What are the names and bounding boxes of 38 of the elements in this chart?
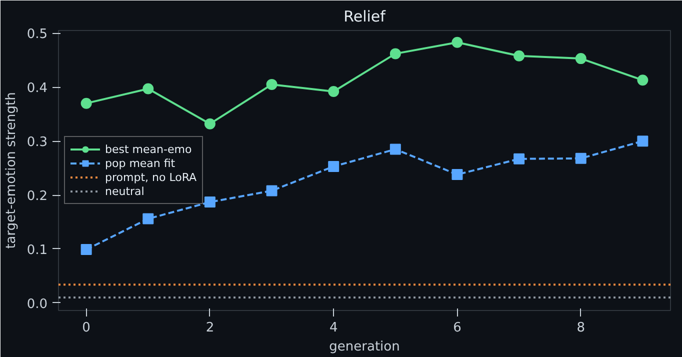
point (452, 36, 463, 48)
point (575, 53, 586, 64)
point (204, 196, 216, 208)
chart-title: Relief (344, 8, 386, 26)
point (390, 144, 401, 155)
point (266, 78, 278, 90)
point (328, 86, 340, 97)
y-tick-label: 0.5 (26, 27, 48, 42)
y-tick-label: 0.2 (26, 189, 48, 204)
point (204, 118, 216, 130)
legend-label: best mean-emo (105, 142, 192, 156)
y-axis-title: target-emotion strength (4, 92, 19, 249)
x-axis-title: generation (329, 340, 400, 354)
legend-label: prompt, no LoRA (105, 170, 197, 184)
point (637, 136, 648, 147)
y-tick-label: 0.1 (26, 242, 48, 258)
point (452, 169, 463, 180)
point (514, 50, 525, 62)
point (328, 160, 340, 172)
x-tick-label: 6 (453, 320, 462, 336)
point (80, 98, 92, 109)
point (575, 152, 586, 164)
point (80, 244, 92, 256)
y-tick-label: 0.3 (26, 135, 48, 150)
point (390, 48, 401, 60)
point (637, 74, 648, 86)
x-tick-label: 2 (206, 320, 214, 336)
legend-label: pop mean fit (105, 156, 176, 170)
point (266, 185, 278, 196)
point (142, 83, 154, 94)
y-tick-label: 0.4 (26, 81, 48, 96)
x-tick-label: 0 (82, 320, 90, 336)
y-tick-label: 0.0 (26, 296, 48, 312)
point (514, 153, 525, 164)
legend-label: neutral (105, 184, 144, 198)
x-tick-label: 4 (329, 320, 338, 336)
point (142, 213, 154, 224)
x-tick-label: 8 (576, 320, 586, 336)
